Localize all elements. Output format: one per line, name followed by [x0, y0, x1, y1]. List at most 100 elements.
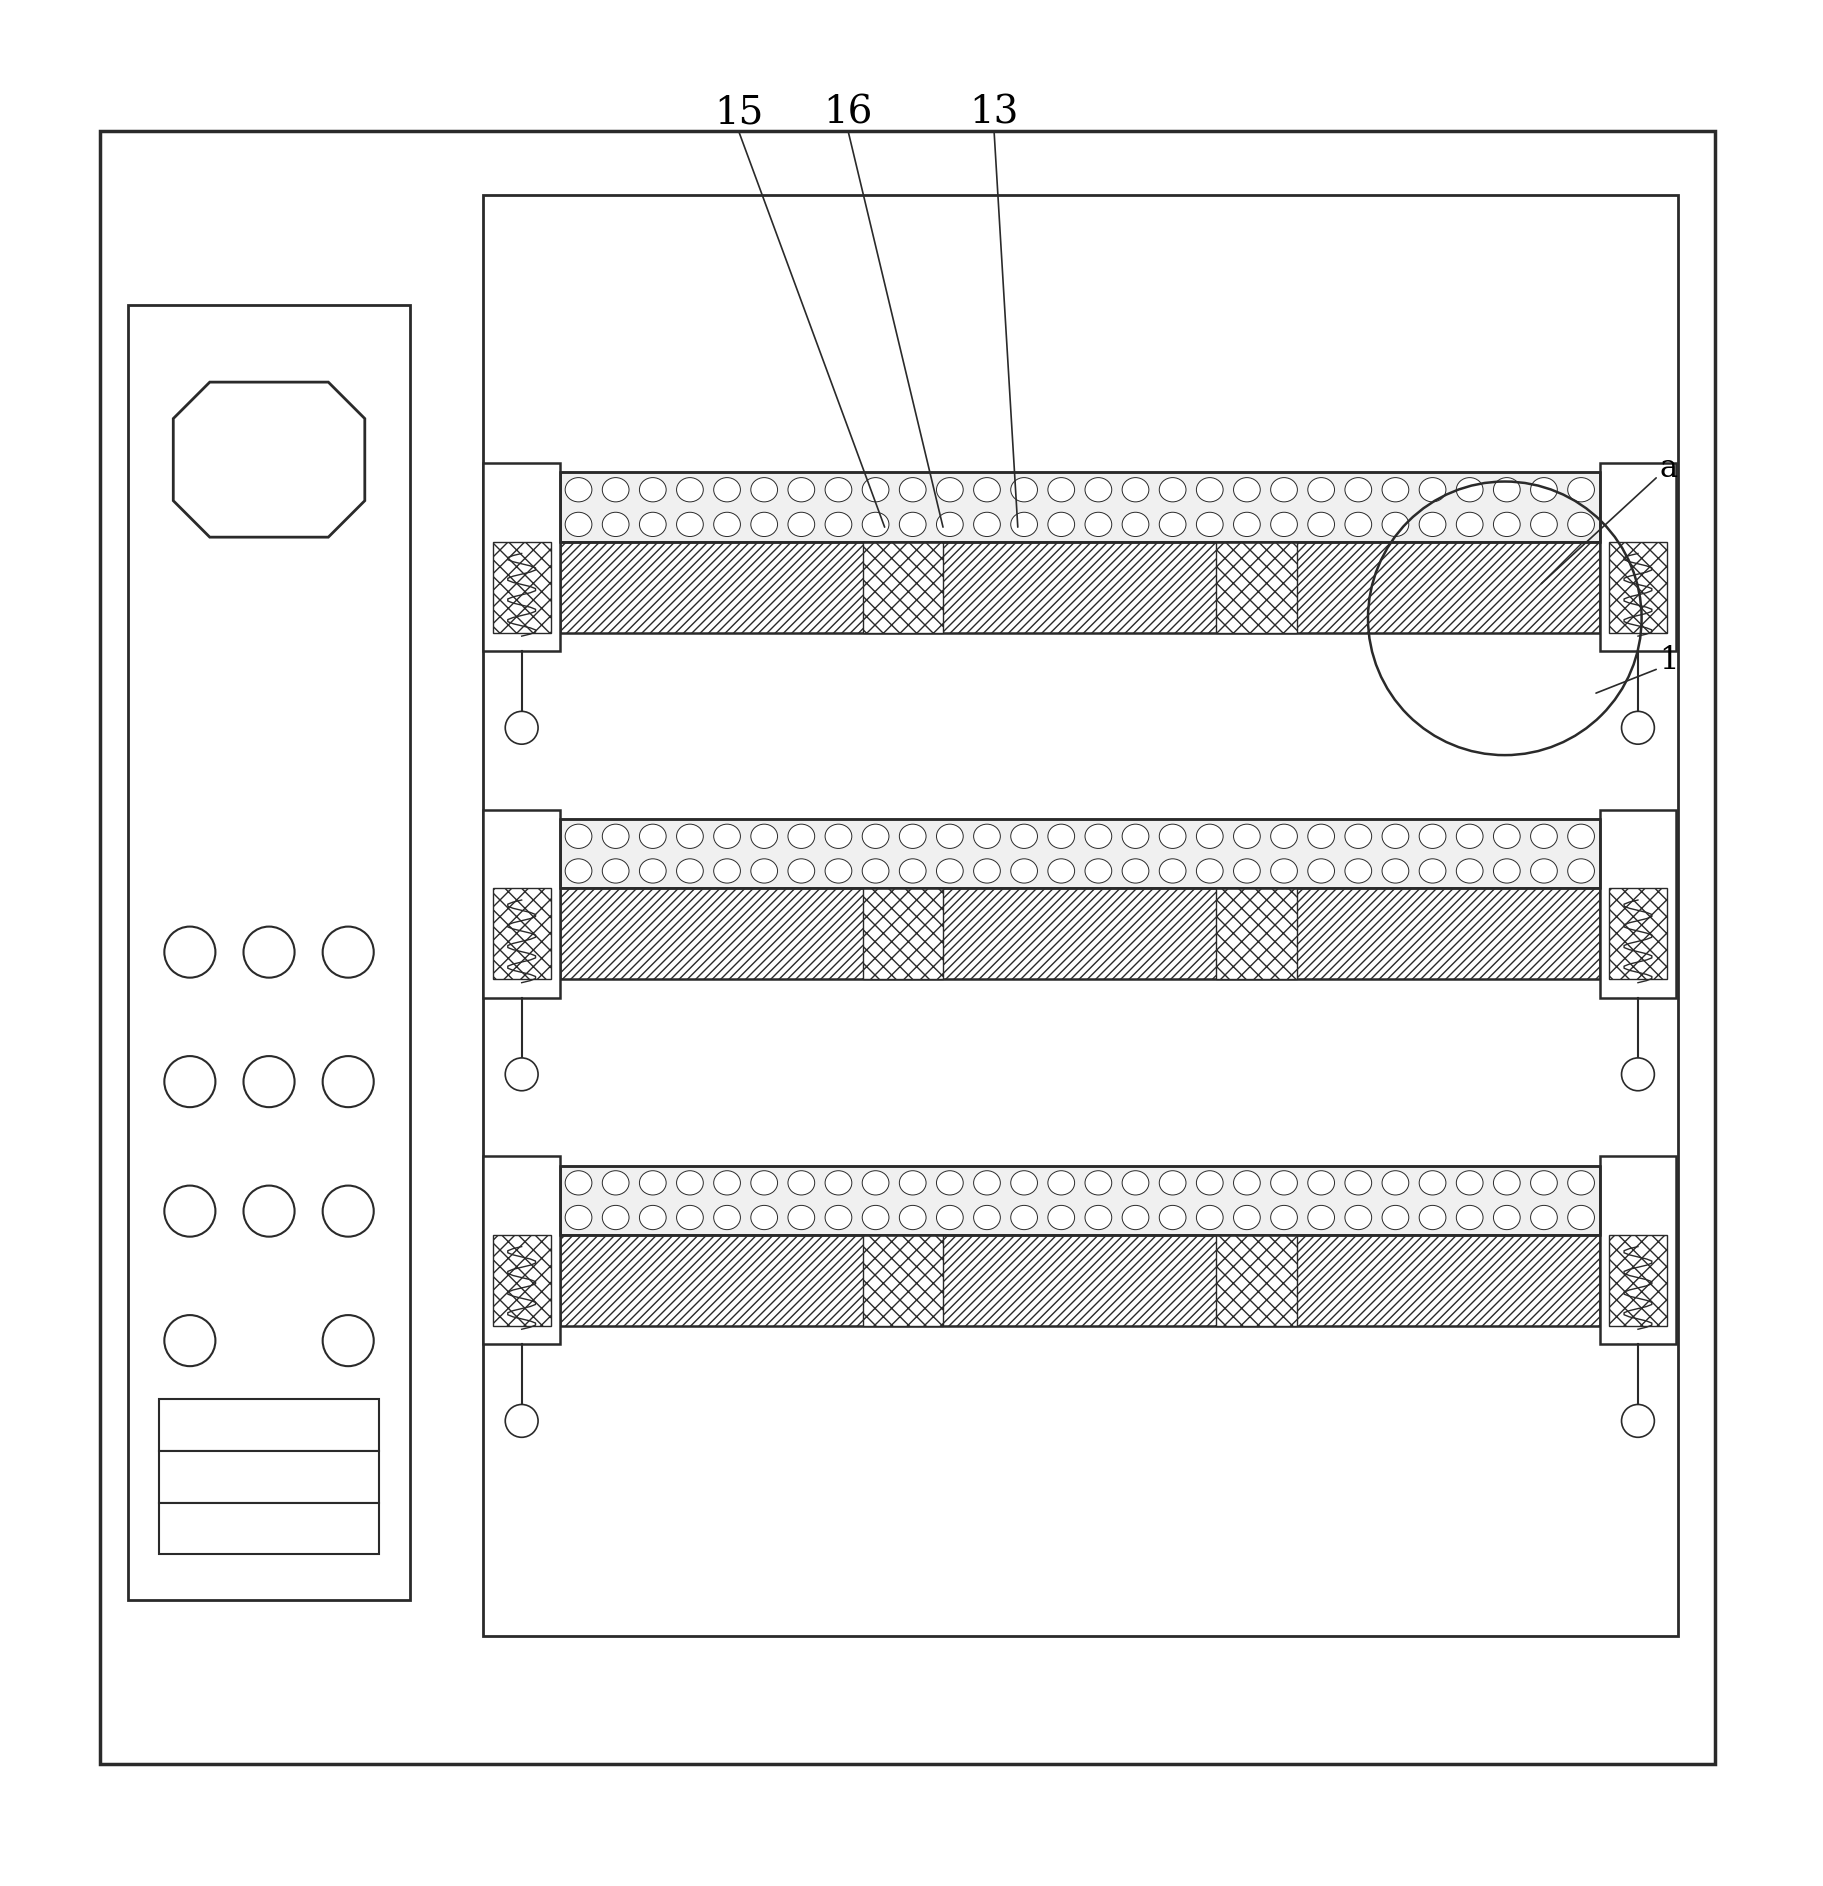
Ellipse shape	[1307, 1205, 1334, 1230]
Ellipse shape	[1344, 477, 1371, 502]
Bar	[128, 306, 410, 1599]
Ellipse shape	[824, 858, 851, 883]
Ellipse shape	[602, 477, 629, 502]
Ellipse shape	[640, 1205, 665, 1230]
Ellipse shape	[1529, 1205, 1557, 1230]
Ellipse shape	[1566, 858, 1593, 883]
Ellipse shape	[1529, 824, 1557, 849]
Ellipse shape	[1046, 858, 1074, 883]
Circle shape	[323, 1056, 374, 1107]
Ellipse shape	[1344, 513, 1371, 536]
Ellipse shape	[1418, 858, 1446, 883]
Bar	[560, 819, 1599, 888]
Circle shape	[164, 1056, 215, 1107]
Ellipse shape	[1566, 824, 1593, 849]
Ellipse shape	[1493, 1205, 1519, 1230]
Ellipse shape	[824, 824, 851, 849]
Bar	[159, 1450, 379, 1503]
Ellipse shape	[862, 1171, 888, 1196]
Circle shape	[1621, 711, 1653, 745]
Ellipse shape	[676, 1171, 704, 1196]
Ellipse shape	[1232, 513, 1260, 536]
Bar	[1599, 1156, 1675, 1345]
Ellipse shape	[788, 477, 815, 502]
Ellipse shape	[1566, 513, 1593, 536]
Ellipse shape	[602, 824, 629, 849]
Ellipse shape	[676, 513, 704, 536]
Ellipse shape	[935, 477, 963, 502]
Circle shape	[323, 926, 374, 977]
Ellipse shape	[751, 477, 777, 502]
Ellipse shape	[1121, 858, 1148, 883]
Bar	[492, 541, 551, 634]
Ellipse shape	[824, 1205, 851, 1230]
Ellipse shape	[1455, 858, 1482, 883]
Ellipse shape	[1455, 1171, 1482, 1196]
Ellipse shape	[1085, 513, 1112, 536]
Ellipse shape	[1307, 858, 1334, 883]
Ellipse shape	[788, 513, 815, 536]
Ellipse shape	[1121, 1171, 1148, 1196]
Ellipse shape	[1159, 1171, 1185, 1196]
Ellipse shape	[751, 858, 777, 883]
Ellipse shape	[973, 1205, 999, 1230]
Ellipse shape	[640, 477, 665, 502]
Ellipse shape	[565, 513, 592, 536]
Ellipse shape	[1418, 513, 1446, 536]
Bar	[560, 1235, 1599, 1326]
Ellipse shape	[935, 858, 963, 883]
Ellipse shape	[973, 513, 999, 536]
Ellipse shape	[899, 477, 926, 502]
Ellipse shape	[1085, 477, 1112, 502]
Ellipse shape	[935, 513, 963, 536]
Bar	[1599, 809, 1675, 998]
Ellipse shape	[824, 513, 851, 536]
Ellipse shape	[899, 858, 926, 883]
Text: 15: 15	[713, 94, 764, 132]
Ellipse shape	[1344, 824, 1371, 849]
Ellipse shape	[1159, 824, 1185, 849]
Ellipse shape	[1529, 513, 1557, 536]
Bar	[492, 1235, 551, 1326]
Ellipse shape	[899, 513, 926, 536]
Ellipse shape	[713, 513, 740, 536]
Circle shape	[244, 1056, 295, 1107]
Ellipse shape	[1493, 1171, 1519, 1196]
Ellipse shape	[788, 1205, 815, 1230]
Ellipse shape	[751, 1205, 777, 1230]
Circle shape	[505, 1405, 538, 1437]
Ellipse shape	[862, 513, 888, 536]
Ellipse shape	[1566, 1171, 1593, 1196]
Ellipse shape	[602, 1171, 629, 1196]
Bar	[1608, 888, 1666, 979]
Ellipse shape	[1529, 1171, 1557, 1196]
Ellipse shape	[1046, 824, 1074, 849]
Ellipse shape	[1493, 513, 1519, 536]
Ellipse shape	[1121, 1205, 1148, 1230]
Circle shape	[1621, 1058, 1653, 1090]
Bar	[560, 541, 1599, 634]
Ellipse shape	[788, 858, 815, 883]
Ellipse shape	[1271, 477, 1296, 502]
Text: 13: 13	[968, 94, 1019, 132]
Bar	[483, 1156, 560, 1345]
Circle shape	[244, 926, 295, 977]
Bar	[1216, 888, 1296, 979]
Ellipse shape	[1046, 1205, 1074, 1230]
Bar	[862, 888, 942, 979]
Ellipse shape	[1196, 477, 1223, 502]
Ellipse shape	[1307, 513, 1334, 536]
Ellipse shape	[1085, 858, 1112, 883]
Ellipse shape	[676, 477, 704, 502]
Ellipse shape	[1418, 824, 1446, 849]
Bar	[560, 472, 1599, 541]
Ellipse shape	[899, 1171, 926, 1196]
Ellipse shape	[1382, 1205, 1407, 1230]
Circle shape	[323, 1186, 374, 1237]
Circle shape	[164, 1315, 215, 1365]
Ellipse shape	[1271, 858, 1296, 883]
Ellipse shape	[1046, 1171, 1074, 1196]
Ellipse shape	[1010, 1205, 1037, 1230]
Ellipse shape	[973, 1171, 999, 1196]
Circle shape	[505, 1058, 538, 1090]
